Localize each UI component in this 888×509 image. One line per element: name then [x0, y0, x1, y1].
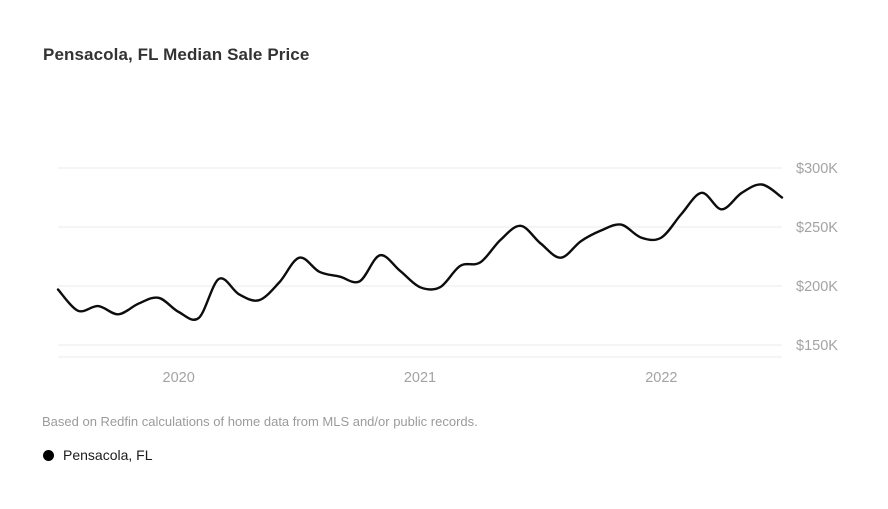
series-line-pensacola[interactable]: [56, 183, 784, 321]
attribution-note: Based on Redfin calculations of home dat…: [42, 414, 478, 429]
x-axis-tick-label: 2020: [163, 370, 195, 386]
y-axis-tick-label: $200K: [796, 279, 838, 295]
x-axis-tick-label: 2022: [645, 370, 677, 386]
legend-label: Pensacola, FL: [63, 447, 153, 463]
y-axis-tick-label: $150K: [796, 338, 838, 354]
legend-marker-dot: [43, 449, 54, 461]
chart-title: Pensacola, FL Median Sale Price: [43, 45, 310, 64]
y-axis-tick-label: $250K: [796, 220, 838, 236]
x-axis-tick-label: 2021: [404, 370, 436, 386]
y-axis-tick-label: $300K: [796, 161, 838, 177]
legend: Pensacola, FL: [43, 447, 153, 463]
